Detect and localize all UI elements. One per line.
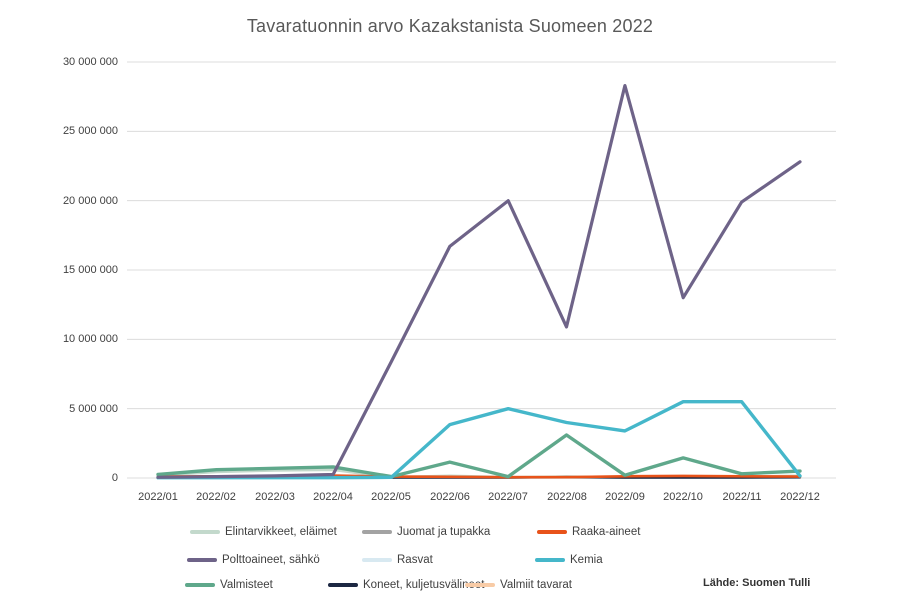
legend-label-raaka-aineet: Raaka-aineet: [572, 526, 641, 538]
legend-item-valmisteet: Valmisteet: [185, 577, 273, 593]
y-axis-label: 20 000 000: [62, 195, 118, 207]
y-axis-label: 10 000 000: [62, 333, 118, 345]
legend-item-elintarvikkeet-elaimet: Elintarvikkeet, eläimet: [190, 524, 337, 540]
legend-swatch-juomat-ja-tupakka: [362, 530, 392, 534]
x-axis-label: 2022/02: [196, 491, 236, 503]
x-axis-label: 2022/08: [547, 491, 587, 503]
legend-swatch-valmisteet: [185, 583, 215, 587]
legend-label-koneet-kuljetusvalineet: Koneet, kuljetusvälineet: [363, 579, 485, 591]
y-axis-label: 25 000 000: [62, 125, 118, 137]
legend-label-polttoaineet-sahko: Polttoaineet, sähkö: [222, 554, 320, 566]
legend-item-raaka-aineet: Raaka-aineet: [537, 524, 640, 540]
series-line-valmisteet: [156, 433, 802, 479]
x-axis-label: 2022/03: [255, 491, 295, 503]
x-axis-label: 2022/01: [138, 491, 178, 503]
x-axis-label: 2022/09: [605, 491, 645, 503]
legend-label-valmisteet: Valmisteet: [220, 579, 273, 591]
legend-swatch-raaka-aineet: [537, 530, 567, 534]
x-axis-label: 2022/11: [722, 491, 762, 503]
legend-item-juomat-ja-tupakka: Juomat ja tupakka: [362, 524, 490, 540]
legend-label-kemia: Kemia: [570, 554, 603, 566]
legend-label-elintarvikkeet-elaimet: Elintarvikkeet, eläimet: [225, 526, 337, 538]
y-axis-label: 0: [111, 472, 118, 484]
legend-swatch-valmiit-tavarat: [465, 583, 495, 587]
x-axis-label: 2022/10: [663, 491, 703, 503]
legend-swatch-koneet-kuljetusvalineet: [328, 583, 358, 587]
legend-item-kemia: Kemia: [535, 552, 603, 568]
legend-swatch-elintarvikkeet-elaimet: [190, 530, 220, 534]
x-axis-label: 2022/12: [780, 491, 820, 503]
legend-label-juomat-ja-tupakka: Juomat ja tupakka: [397, 526, 491, 538]
legend-item-valmiit-tavarat: Valmiit tavarat: [465, 577, 572, 593]
series-line-kemia: [156, 400, 802, 480]
legend-label-valmiit-tavarat: Valmiit tavarat: [500, 579, 573, 591]
x-axis-label: 2022/05: [371, 491, 411, 503]
x-axis-label: 2022/06: [430, 491, 470, 503]
legend-item-koneet-kuljetusvalineet: Koneet, kuljetusvälineet: [328, 577, 484, 593]
y-axis-label: 5 000 000: [69, 403, 118, 415]
y-axis-label: 30 000 000: [62, 56, 118, 68]
legend-swatch-rasvat: [362, 558, 392, 562]
legend-item-rasvat: Rasvat: [362, 552, 433, 568]
legend-swatch-kemia: [535, 558, 565, 562]
source-note: Lähde: Suomen Tulli: [703, 577, 811, 589]
x-axis-label: 2022/04: [313, 491, 353, 503]
chart-title: Tavaratuonnin arvo Kazakstanista Suomeen…: [246, 16, 654, 36]
y-axis-label: 15 000 000: [62, 264, 118, 276]
legend-swatch-polttoaineet-sahko: [187, 558, 217, 562]
series-line-polttoaineet-sahko: [156, 83, 802, 479]
x-axis-label: 2022/07: [488, 491, 528, 503]
legend-item-polttoaineet-sahko: Polttoaineet, sähkö: [187, 552, 320, 568]
legend-label-rasvat: Rasvat: [397, 554, 433, 566]
